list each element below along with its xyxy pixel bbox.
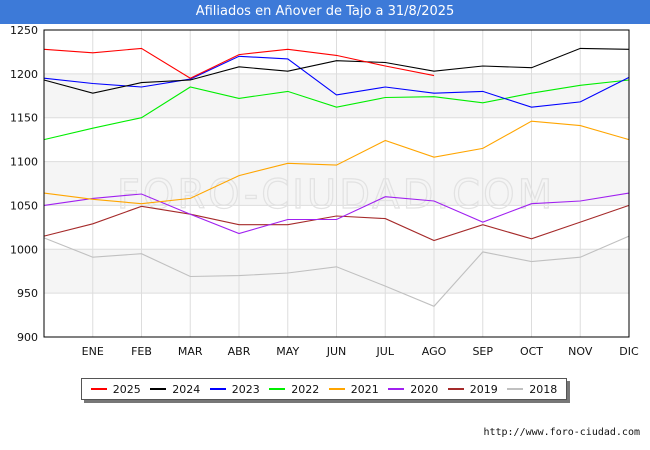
legend-item-2022: 2022 [269, 383, 319, 396]
chart-title: Afiliados en Añover de Tajo a 31/8/2025 [0, 0, 650, 24]
series-line-2024 [43, 47, 630, 94]
watermark: FORO-CIUDAD.COM [117, 172, 555, 218]
legend-label: 2018 [529, 382, 558, 396]
x-tick-label: OCT [520, 345, 543, 358]
y-tick-label: 950 [17, 287, 38, 300]
y-tick-label: 1200 [10, 68, 38, 81]
y-tick-label: 1100 [10, 156, 38, 169]
x-tick-label: FEB [131, 345, 152, 358]
legend-label: 2021 [350, 382, 379, 396]
x-axis-tick-labels: ENE FEB MAR ABR MAY JUN JUL AGO SEP OCT NOV DIC [82, 345, 639, 358]
legend-label: 2025 [112, 382, 141, 396]
legend-item-2019: 2019 [447, 382, 498, 396]
legend: 2025 2024 2023 2022 2021 2020 2019 2018 [81, 378, 567, 400]
legend-swatch [507, 388, 524, 390]
x-tick-label: SEP [472, 345, 493, 358]
series-line-2021 [43, 120, 630, 205]
legend-item-2024: 2024 [150, 383, 200, 396]
y-tick-label: 900 [17, 331, 38, 344]
x-tick-label: DIC [619, 345, 639, 358]
legend-swatch [447, 388, 464, 390]
legend-swatch [269, 388, 286, 390]
footer-url: http://www.foro-ciudad.com [483, 427, 640, 438]
x-tick-label: ENE [82, 345, 104, 358]
legend-item-2025: 2025 [90, 382, 141, 396]
x-tick-label: NOV [568, 345, 593, 358]
x-tick-label: MAR [178, 345, 203, 358]
y-tick-label: 1150 [10, 112, 38, 125]
series-line-2019 [43, 204, 630, 242]
line-chart: FORO-CIUDAD.COM 900 950 1000 1050 1100 1150 12… [10, 24, 639, 358]
legend-swatch [90, 388, 107, 390]
x-tick-label: MAY [276, 345, 299, 358]
legend-swatch [209, 388, 226, 390]
series-line-2023 [43, 55, 630, 108]
plot-frame [43, 29, 630, 338]
legend-label: 2019 [469, 382, 498, 396]
legend-label: 2022 [291, 382, 320, 396]
x-tick-label: AGO [422, 345, 447, 358]
series-lines [43, 47, 630, 307]
legend-swatch [388, 388, 405, 390]
legend-swatch [328, 388, 345, 390]
legend-swatch [150, 388, 167, 390]
legend-item-2018: 2018 [507, 383, 557, 396]
series-line-2022 [43, 79, 630, 141]
series-line-2020 [43, 192, 630, 235]
legend-label: 2023 [231, 382, 260, 396]
y-tick-label: 1250 [10, 24, 38, 37]
axes [43, 29, 630, 338]
legend-label: 2024 [172, 382, 201, 396]
legend-item-2020: 2020 [388, 383, 438, 396]
y-tick-label: 1050 [10, 199, 38, 212]
x-tick-label: JUN [326, 345, 347, 358]
y-tick-label: 1000 [10, 243, 38, 256]
legend-item-2023: 2023 [209, 382, 260, 396]
legend-item-2021: 2021 [328, 382, 379, 396]
x-tick-label: JUL [376, 345, 395, 358]
series-line-2025 [43, 47, 435, 79]
x-tick-label: ABR [228, 345, 251, 358]
legend-label: 2020 [410, 382, 439, 396]
series-line-2018 [43, 235, 630, 307]
y-axis-tick-labels: 900 950 1000 1050 1100 1150 1200 1250 [10, 24, 38, 344]
